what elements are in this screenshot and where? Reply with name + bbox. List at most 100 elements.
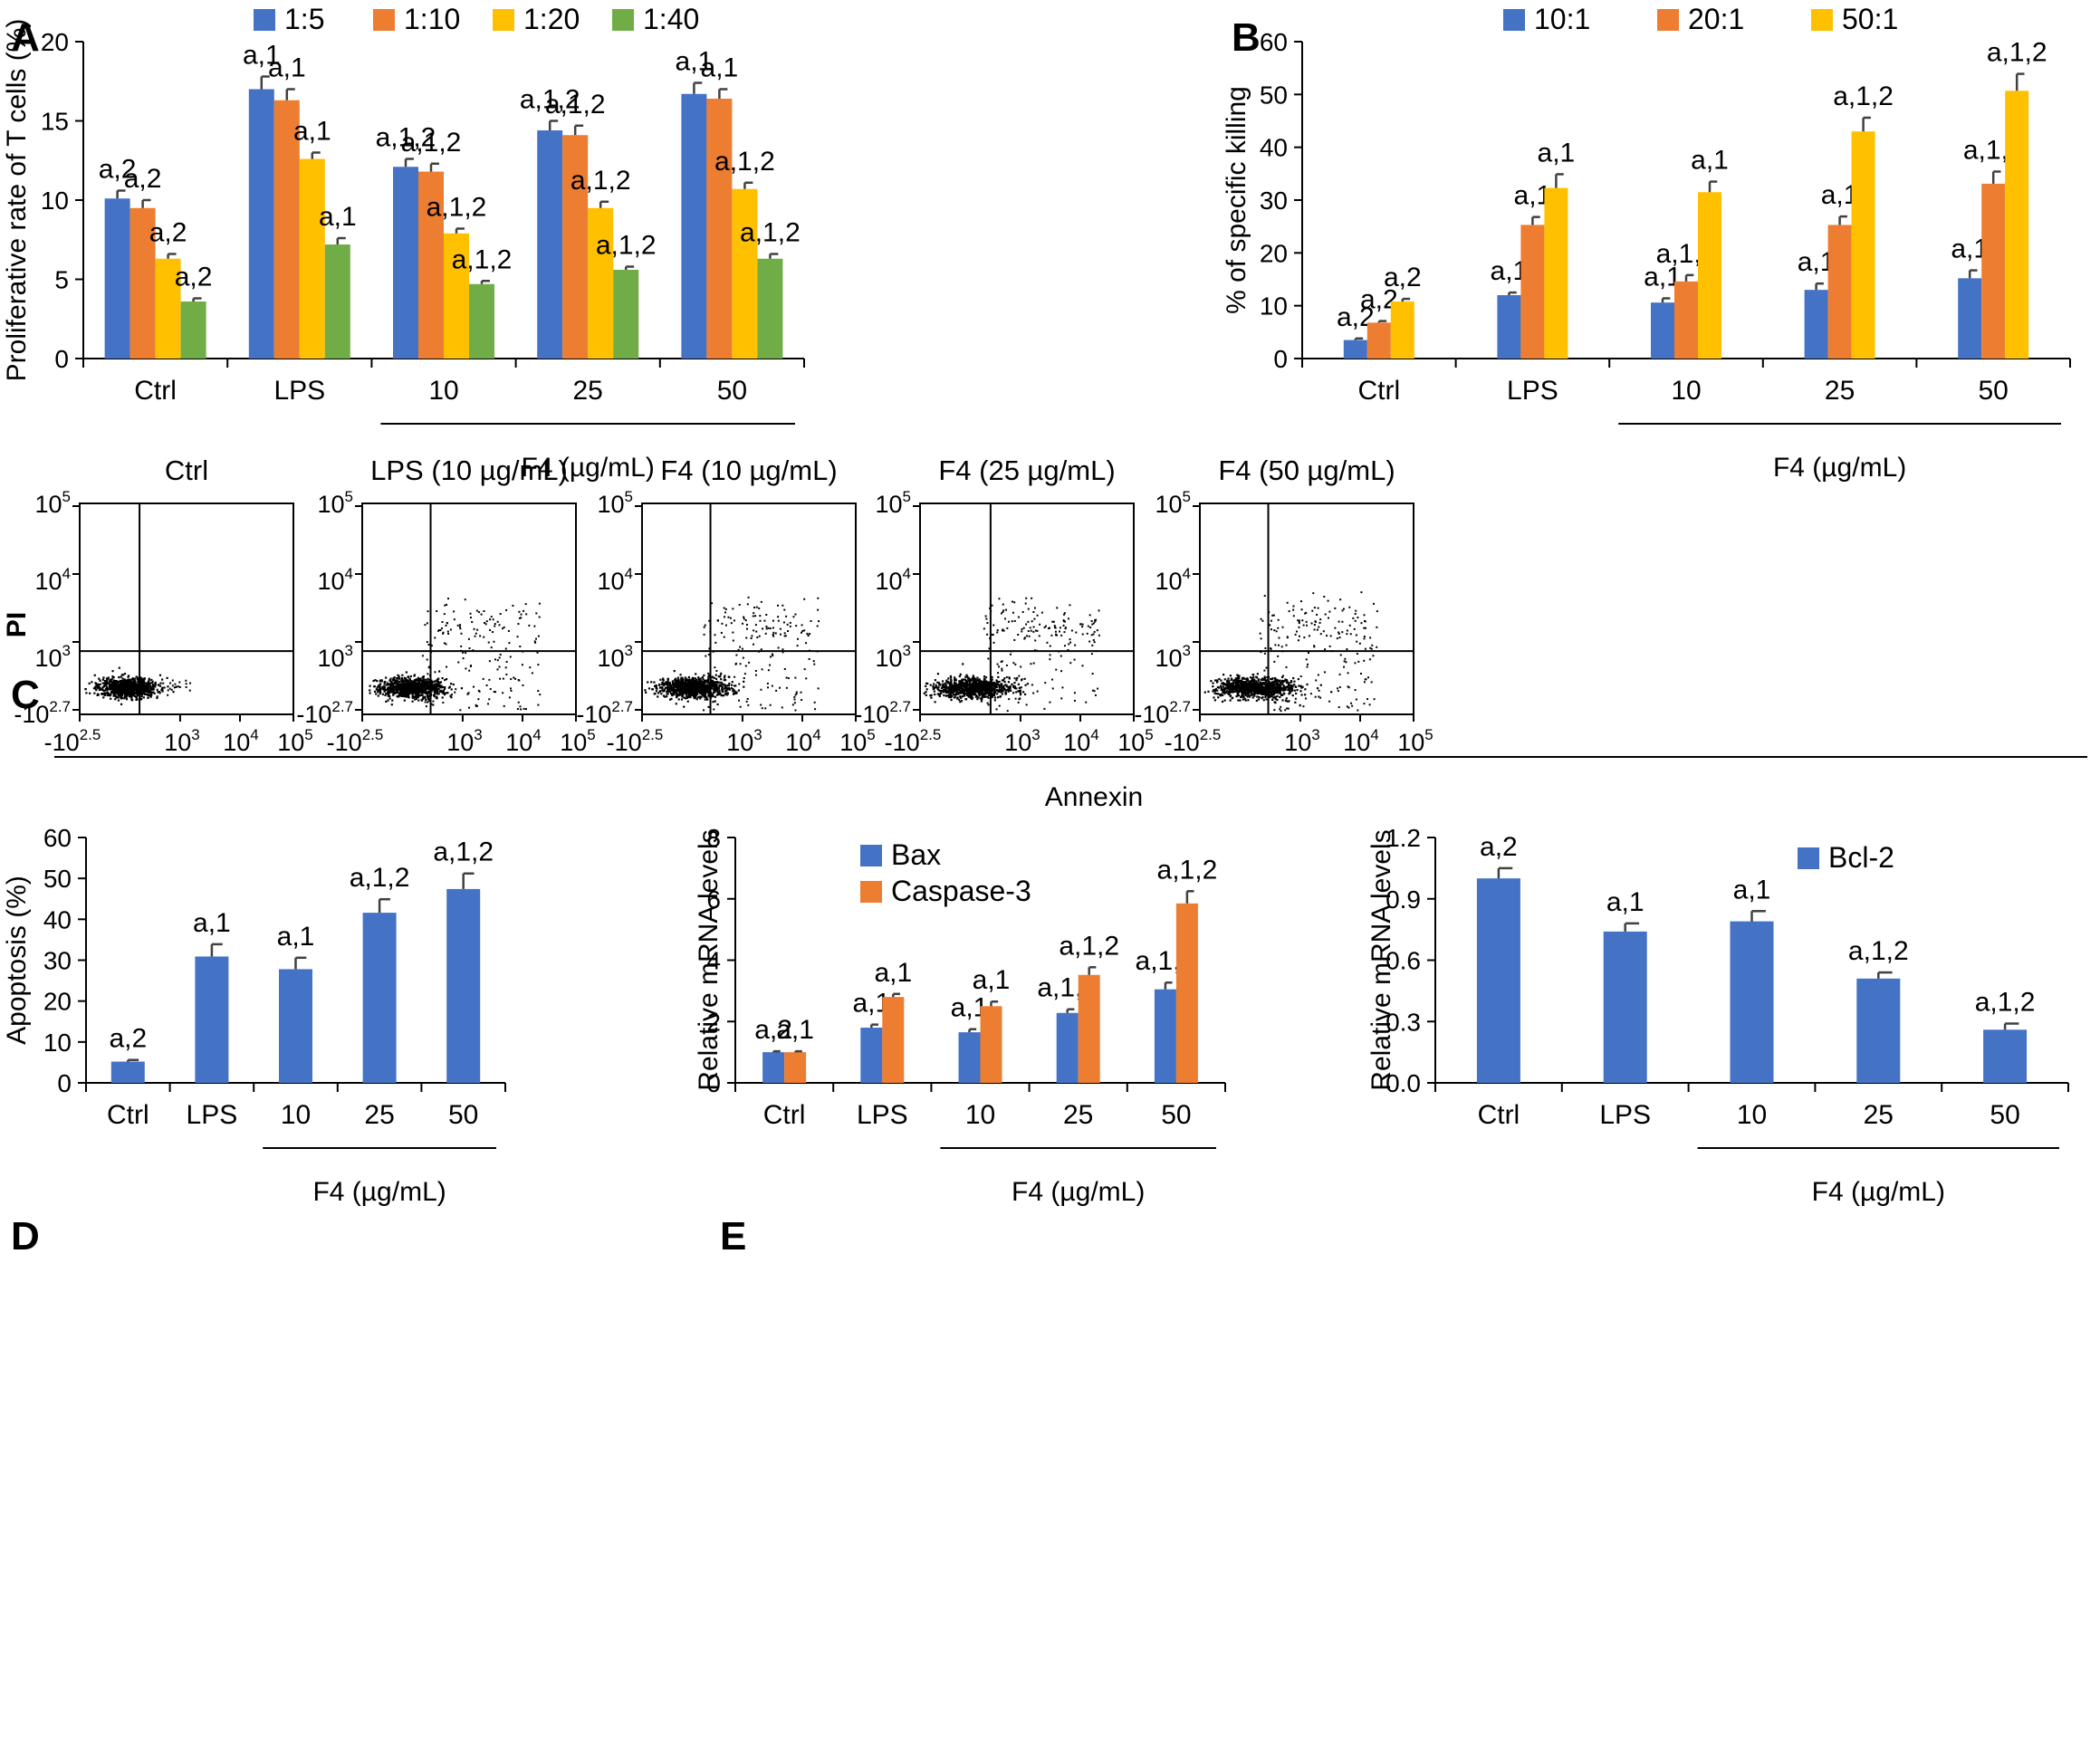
- flow-event: [139, 687, 142, 691]
- flow-event: [1029, 627, 1031, 629]
- flow-event: [672, 690, 675, 693]
- flow-event: [940, 692, 943, 694]
- flow-event: [978, 683, 981, 685]
- flow-event: [684, 697, 687, 700]
- significance-label: a,1,2: [520, 85, 580, 115]
- flow-event: [109, 679, 111, 682]
- flow-event: [488, 698, 491, 701]
- flow-event: [949, 675, 952, 678]
- flow-event: [1092, 633, 1095, 636]
- flow-event: [162, 682, 165, 684]
- flow-event: [490, 616, 493, 618]
- flow-event: [725, 686, 728, 689]
- flow-event: [1005, 675, 1008, 678]
- flow-event: [415, 686, 417, 690]
- flow-event: [396, 683, 398, 685]
- flow-event: [961, 695, 964, 698]
- flow-event: [816, 625, 819, 627]
- flow-event: [508, 642, 511, 645]
- flow-event: [125, 681, 128, 684]
- flow-event: [933, 690, 935, 693]
- flow-event: [152, 688, 155, 691]
- flow-event: [426, 680, 428, 683]
- flow-event: [1058, 650, 1060, 653]
- flow-event: [772, 627, 774, 629]
- flow-event: [111, 684, 114, 686]
- flow-event: [496, 620, 499, 623]
- flow-event: [523, 707, 525, 710]
- flow-event: [983, 678, 986, 681]
- flow-event: [131, 677, 134, 680]
- flow-event: [771, 684, 773, 687]
- flow-event: [714, 666, 716, 669]
- flow-event: [537, 664, 540, 666]
- flow-event: [703, 685, 706, 688]
- flow-event: [978, 680, 981, 683]
- flow-event: [1008, 687, 1011, 691]
- flow-event: [420, 699, 424, 702]
- flow-event: [447, 598, 450, 600]
- flow-event: [525, 613, 528, 616]
- flow-event: [708, 691, 711, 694]
- flow-event: [146, 684, 149, 687]
- flow-x-tick-label: 104: [223, 726, 259, 756]
- flow-event: [388, 687, 390, 690]
- flow-event: [1021, 630, 1023, 633]
- flow-event: [679, 681, 682, 684]
- flow-event: [775, 689, 778, 692]
- flow-event: [143, 681, 146, 684]
- flow-event: [161, 690, 164, 693]
- flow-event: [795, 691, 798, 694]
- flow-event: [787, 630, 790, 633]
- flow-event: [129, 694, 132, 697]
- flow-event: [677, 684, 680, 687]
- flow-event: [681, 690, 684, 693]
- flow-event: [158, 684, 160, 686]
- flow-event: [699, 687, 702, 690]
- flow-event: [1028, 635, 1031, 637]
- flow-event: [666, 695, 668, 698]
- flow-event: [434, 688, 436, 692]
- flow-event: [133, 687, 136, 691]
- flow-x-tick-label: 104: [1343, 726, 1379, 756]
- flow-event: [1276, 698, 1279, 702]
- flow-event: [956, 686, 960, 689]
- flow-event: [467, 692, 470, 694]
- flow-event: [988, 684, 991, 686]
- flow-y-tick-label: 104: [1155, 565, 1191, 595]
- flow-event: [1246, 695, 1249, 698]
- flow-event: [96, 694, 99, 696]
- flow-event: [1056, 607, 1059, 609]
- flow-event: [964, 698, 967, 701]
- significance-label: a,1: [193, 908, 231, 938]
- flow-x-tick-label: 103: [1284, 726, 1320, 756]
- significance-label: a,1,2: [452, 244, 513, 274]
- flow-event: [446, 630, 449, 633]
- flow-event: [435, 684, 437, 687]
- significance-label: a,2: [109, 1024, 147, 1054]
- flow-event: [118, 675, 120, 679]
- flow-event: [693, 691, 695, 694]
- y-tick-label: 0.0: [1386, 1069, 1421, 1097]
- flow-event: [123, 673, 127, 675]
- flow-event: [998, 598, 1001, 600]
- flow-event: [989, 607, 992, 609]
- flow-event: [137, 679, 139, 683]
- flow-event: [409, 680, 412, 683]
- flow-event: [970, 679, 973, 682]
- flow-event: [925, 682, 928, 684]
- flow-event: [411, 700, 414, 703]
- flow-event: [101, 678, 105, 681]
- flow-event: [140, 697, 143, 700]
- flow-event: [106, 678, 109, 682]
- flow-event: [675, 695, 678, 698]
- flow-event: [131, 685, 134, 689]
- flow-y-tick-label: 104: [875, 565, 911, 595]
- category-label: LPS: [187, 1100, 238, 1130]
- flow-event: [405, 671, 408, 674]
- flow-event: [734, 684, 737, 687]
- flow-event: [951, 695, 954, 698]
- flow-event: [663, 688, 666, 692]
- flow-event: [686, 696, 689, 699]
- flow-event: [709, 679, 713, 682]
